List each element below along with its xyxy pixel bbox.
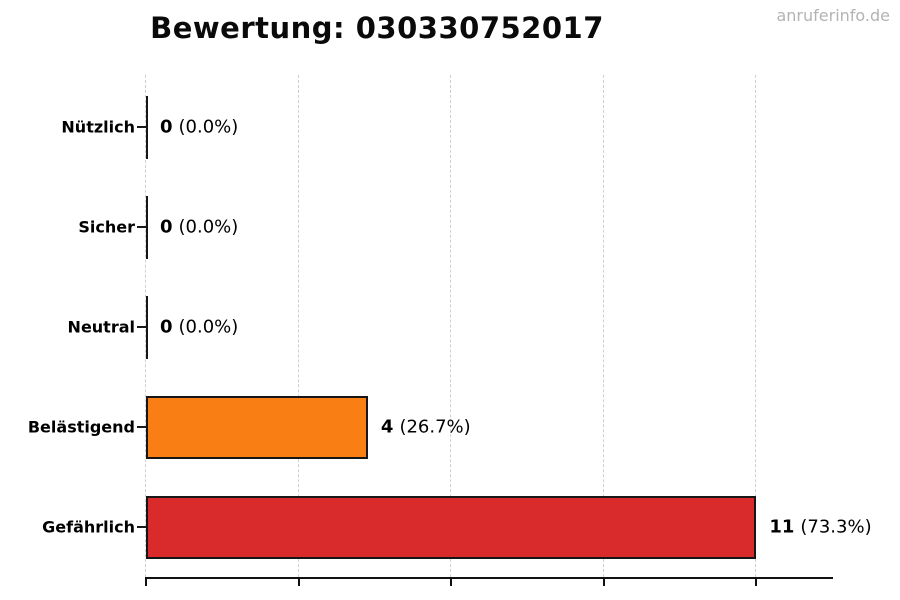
bar [146, 495, 757, 559]
gridline [450, 75, 452, 577]
value-label: 11 (73.3%) [769, 517, 871, 538]
chart-title: Bewertung: 030330752017 [150, 11, 604, 45]
bar-row: Nützlich 0 (0.0%) [0, 95, 900, 159]
gridline [297, 75, 299, 577]
x-axis-tick [755, 579, 758, 586]
bar [146, 295, 148, 359]
y-axis-tick [137, 226, 146, 228]
value-count: 0 [160, 316, 173, 338]
y-axis-tick [137, 326, 146, 328]
x-axis-tick [145, 579, 147, 586]
category-label: Nützlich [61, 117, 135, 137]
value-count: 11 [769, 516, 795, 538]
x-axis-tick [602, 579, 605, 586]
value-label: 0 (0.0%) [160, 117, 238, 138]
value-count: 0 [160, 116, 173, 138]
bar [146, 95, 148, 159]
value-label: 4 (26.7%) [381, 417, 471, 438]
value-label: 0 (0.0%) [160, 217, 238, 238]
y-axis-tick [137, 126, 146, 128]
watermark: anruferinfo.de [776, 6, 890, 25]
y-axis-tick [137, 426, 146, 428]
bar-row: Belästigend 4 (26.7%) [0, 395, 900, 459]
gridline [602, 75, 604, 577]
bar-row: Neutral 0 (0.0%) [0, 295, 900, 359]
x-axis-tick [297, 579, 300, 586]
value-percent: (0.0%) [178, 316, 239, 338]
value-percent: (73.3%) [800, 516, 872, 538]
value-percent: (0.0%) [178, 116, 239, 138]
category-label: Belästigend [27, 417, 135, 437]
category-label: Gefährlich [42, 517, 135, 537]
value-percent: (26.7%) [399, 416, 471, 438]
category-label: Neutral [67, 317, 135, 337]
bar-row: Sicher 0 (0.0%) [0, 195, 900, 259]
value-count: 4 [380, 416, 394, 438]
gridline [755, 75, 757, 577]
value-label: 0 (0.0%) [160, 317, 238, 338]
value-percent: (0.0%) [178, 216, 239, 238]
bar [146, 195, 148, 259]
y-axis-tick [137, 526, 146, 528]
value-count: 0 [160, 216, 173, 238]
bar-row: Gefährlich 11 (73.3%) [0, 495, 900, 559]
category-label: Sicher [78, 217, 135, 237]
x-axis-tick [450, 579, 453, 586]
bar [146, 395, 368, 459]
